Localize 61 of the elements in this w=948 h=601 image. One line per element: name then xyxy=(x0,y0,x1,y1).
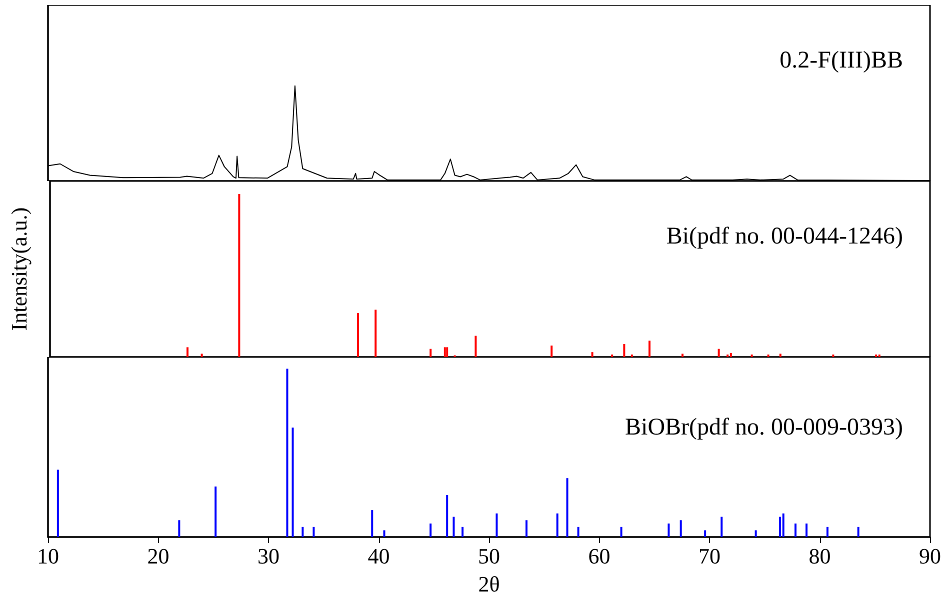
bar xyxy=(446,347,448,357)
text: BiOBr(pdf no. 00-009-0393) xyxy=(625,414,903,441)
bar xyxy=(374,310,377,357)
bar xyxy=(302,526,304,537)
bar xyxy=(214,486,217,537)
bar xyxy=(566,478,568,537)
x-tick-label: 10 xyxy=(37,544,59,568)
bar xyxy=(178,520,180,537)
bar xyxy=(446,494,448,537)
bar xyxy=(525,520,528,537)
bar xyxy=(292,428,294,537)
bar xyxy=(620,526,622,537)
x-axis-title: 2θ xyxy=(478,572,500,596)
bar xyxy=(371,510,374,537)
y-axis-title: Intensity(a.u.) xyxy=(6,207,32,331)
bar xyxy=(430,348,432,357)
bar xyxy=(826,526,828,537)
bar xyxy=(682,354,684,357)
bar xyxy=(680,520,682,537)
x-tick-label: 40 xyxy=(368,544,390,568)
x-tick-label: 60 xyxy=(588,544,610,568)
bar xyxy=(200,354,203,357)
bar xyxy=(779,516,782,537)
x-tick-label: 30 xyxy=(258,544,280,568)
bar xyxy=(357,313,359,357)
bar xyxy=(383,530,386,537)
x-tick-label: 50 xyxy=(478,544,500,568)
bar xyxy=(186,347,188,357)
bar xyxy=(556,513,558,537)
bar xyxy=(56,470,59,537)
bar xyxy=(462,526,464,537)
bar xyxy=(496,513,498,537)
bar xyxy=(668,524,670,537)
bar xyxy=(857,526,860,537)
bar xyxy=(312,526,315,537)
x-tick-label: 20 xyxy=(147,544,170,568)
bar xyxy=(730,352,732,357)
bar xyxy=(648,340,650,357)
bar xyxy=(550,346,553,357)
bar xyxy=(782,513,784,537)
text: Bi(pdf no. 00-044-1246) xyxy=(666,224,904,250)
bar xyxy=(474,336,477,357)
bar xyxy=(452,516,455,537)
bar xyxy=(720,516,723,537)
bar xyxy=(623,344,626,357)
bar xyxy=(591,352,594,357)
bar xyxy=(754,530,757,537)
bar xyxy=(704,530,706,537)
bar xyxy=(779,354,782,357)
chart-title: 0.2-F(III)BB xyxy=(780,48,904,74)
bar xyxy=(444,347,446,357)
x-tick-label: 70 xyxy=(698,544,720,568)
bar xyxy=(430,524,432,537)
bar xyxy=(238,194,240,357)
x-tick-label: 80 xyxy=(808,544,831,568)
bar xyxy=(806,524,808,537)
bar xyxy=(794,524,796,537)
bar xyxy=(286,368,288,537)
bar xyxy=(718,348,720,357)
bar xyxy=(577,526,580,537)
x-tick-label: 90 xyxy=(919,544,941,568)
